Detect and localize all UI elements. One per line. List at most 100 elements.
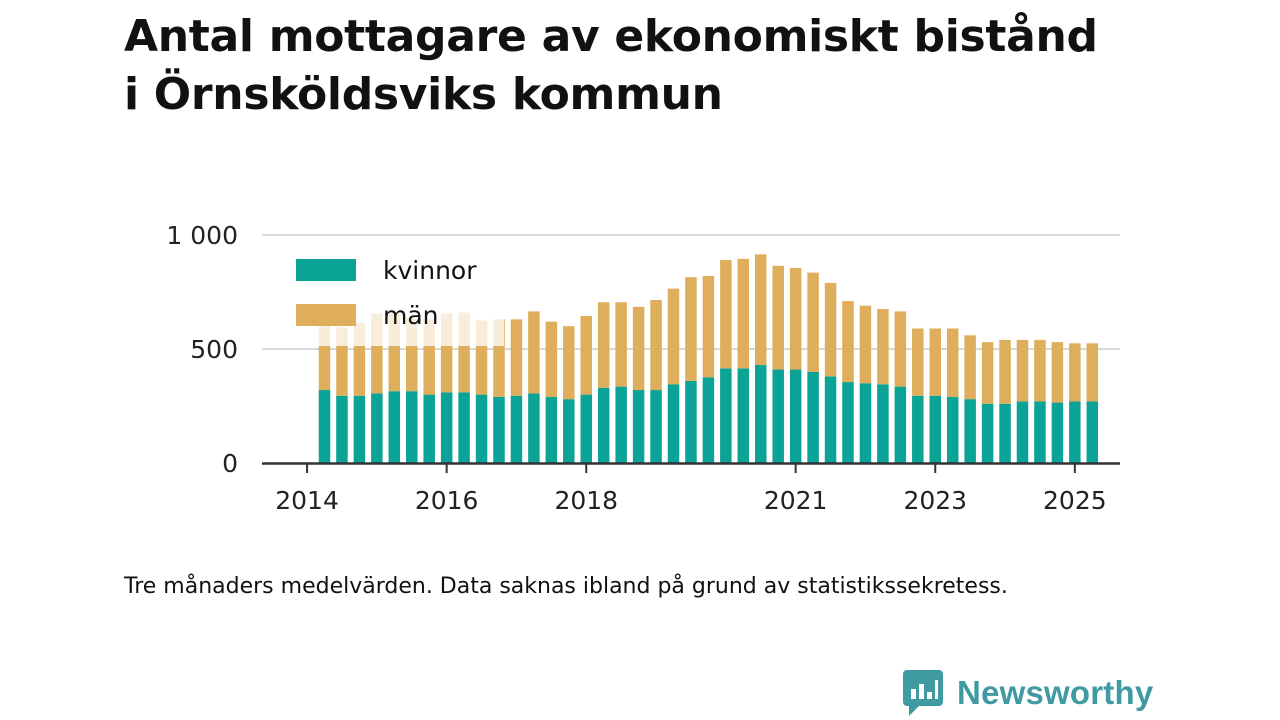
bar-man bbox=[458, 312, 470, 393]
y-tick-label: 1 000 bbox=[166, 221, 238, 250]
bar-man bbox=[964, 335, 976, 400]
bar-man bbox=[650, 299, 662, 391]
bar-kvinnor bbox=[440, 392, 453, 463]
bar-kvinnor bbox=[336, 395, 348, 463]
x-tick-label: 2023 bbox=[903, 486, 967, 515]
bar-man bbox=[545, 321, 558, 397]
bar-kvinnor bbox=[580, 394, 592, 463]
bar-man bbox=[685, 277, 697, 381]
bar-man bbox=[563, 326, 575, 400]
bar-man bbox=[336, 327, 348, 396]
legend-label-man: män bbox=[383, 301, 439, 330]
bar-kvinnor bbox=[1034, 401, 1046, 463]
bar-man bbox=[580, 315, 592, 395]
bars bbox=[318, 254, 1099, 463]
bar-man bbox=[423, 319, 435, 395]
bar-kvinnor bbox=[545, 396, 558, 463]
chart-title: Antal mottagare av ekonomiskt bistånd i … bbox=[124, 8, 1098, 124]
bar-kvinnor bbox=[615, 386, 627, 463]
bar-kvinnor bbox=[1086, 401, 1099, 463]
legend-label-kvinnor: kvinnor bbox=[383, 256, 477, 285]
bar-man bbox=[632, 306, 645, 391]
bar-man bbox=[755, 254, 767, 365]
bar-kvinnor bbox=[702, 377, 715, 463]
bar-kvinnor bbox=[1016, 401, 1029, 463]
bar-man bbox=[999, 339, 1011, 404]
bar-kvinnor bbox=[877, 384, 889, 463]
bar-kvinnor bbox=[597, 387, 610, 463]
chart-title-line-1: Antal mottagare av ekonomiskt bistånd bbox=[124, 11, 1098, 62]
bar-man bbox=[371, 313, 383, 394]
bar-man bbox=[318, 326, 331, 391]
bar-kvinnor bbox=[667, 384, 680, 463]
x-tick-label: 2014 bbox=[275, 486, 339, 515]
bar-man bbox=[912, 328, 924, 396]
chart-title-line-2: i Örnsköldsviks kommun bbox=[124, 69, 723, 120]
legend-swatch-kvinnor bbox=[296, 259, 356, 281]
bar-man bbox=[388, 313, 401, 392]
bar-kvinnor bbox=[650, 390, 662, 463]
bar-kvinnor bbox=[946, 396, 959, 463]
bar-man bbox=[1051, 342, 1064, 403]
bar-kvinnor bbox=[371, 393, 383, 463]
bar-man bbox=[929, 328, 941, 396]
bar-kvinnor bbox=[685, 380, 697, 463]
bar-kvinnor bbox=[318, 390, 331, 463]
bar-man bbox=[807, 272, 819, 372]
bar-man bbox=[824, 282, 837, 377]
bar-man bbox=[475, 320, 488, 395]
newsworthy-logo: Newsworthy bbox=[903, 670, 1153, 716]
bar-man bbox=[406, 318, 418, 392]
bar-kvinnor bbox=[789, 369, 802, 463]
bar-man bbox=[981, 342, 994, 404]
bar-man bbox=[528, 311, 540, 394]
legend-swatch-man bbox=[296, 304, 356, 326]
y-tick-label: 500 bbox=[190, 335, 238, 364]
x-tick-label: 2016 bbox=[415, 486, 479, 515]
bar-man bbox=[946, 328, 959, 397]
y-axis-labels: 0 500 1 000 bbox=[166, 221, 238, 478]
bar-man bbox=[737, 258, 750, 369]
bar-kvinnor bbox=[824, 376, 837, 463]
bar-kvinnor bbox=[510, 395, 523, 463]
bar-man bbox=[1034, 339, 1046, 402]
bar-kvinnor bbox=[912, 395, 924, 463]
bar-kvinnor bbox=[458, 392, 470, 463]
x-axis: 2014 2016 2018 2021 2023 2025 bbox=[262, 462, 1120, 515]
bar-man bbox=[842, 301, 854, 383]
legend: kvinnor män bbox=[296, 254, 504, 346]
bar-man bbox=[702, 276, 715, 378]
brand-name: Newsworthy bbox=[957, 674, 1154, 711]
bar-kvinnor bbox=[720, 368, 732, 463]
bar-kvinnor bbox=[737, 368, 750, 463]
bar-man bbox=[877, 309, 889, 385]
x-tick-label: 2018 bbox=[554, 486, 618, 515]
bar-kvinnor bbox=[755, 364, 767, 463]
bar-man bbox=[894, 311, 907, 387]
bar-kvinnor bbox=[528, 393, 540, 463]
bar-kvinnor bbox=[563, 399, 575, 463]
bar-kvinnor bbox=[842, 382, 854, 463]
y-tick-label: 0 bbox=[222, 449, 238, 478]
chart-footnote: Tre månaders medelvärden. Data saknas ib… bbox=[124, 574, 1008, 599]
bar-kvinnor bbox=[423, 394, 435, 463]
bar-man bbox=[597, 302, 610, 388]
bar-kvinnor bbox=[964, 399, 976, 463]
bar-kvinnor bbox=[999, 403, 1011, 463]
bar-kvinnor bbox=[894, 386, 907, 463]
bar-kvinnor bbox=[929, 395, 941, 463]
bar-man bbox=[510, 319, 523, 396]
stacked-bar-chart: 2014 2016 2018 2021 2023 2025 0 500 1 000 kvinn… bbox=[166, 221, 1120, 515]
bar-kvinnor bbox=[353, 395, 366, 463]
bar-man bbox=[615, 302, 627, 387]
bar-man bbox=[772, 265, 784, 370]
bar-man bbox=[859, 305, 872, 384]
bar-man bbox=[1086, 343, 1099, 402]
bar-kvinnor bbox=[981, 403, 994, 463]
bar-man bbox=[440, 313, 453, 393]
x-tick-label: 2021 bbox=[764, 486, 828, 515]
bar-kvinnor bbox=[859, 383, 872, 463]
bar-man bbox=[720, 260, 732, 369]
bar-man bbox=[1016, 339, 1029, 402]
bar-kvinnor bbox=[632, 390, 645, 463]
